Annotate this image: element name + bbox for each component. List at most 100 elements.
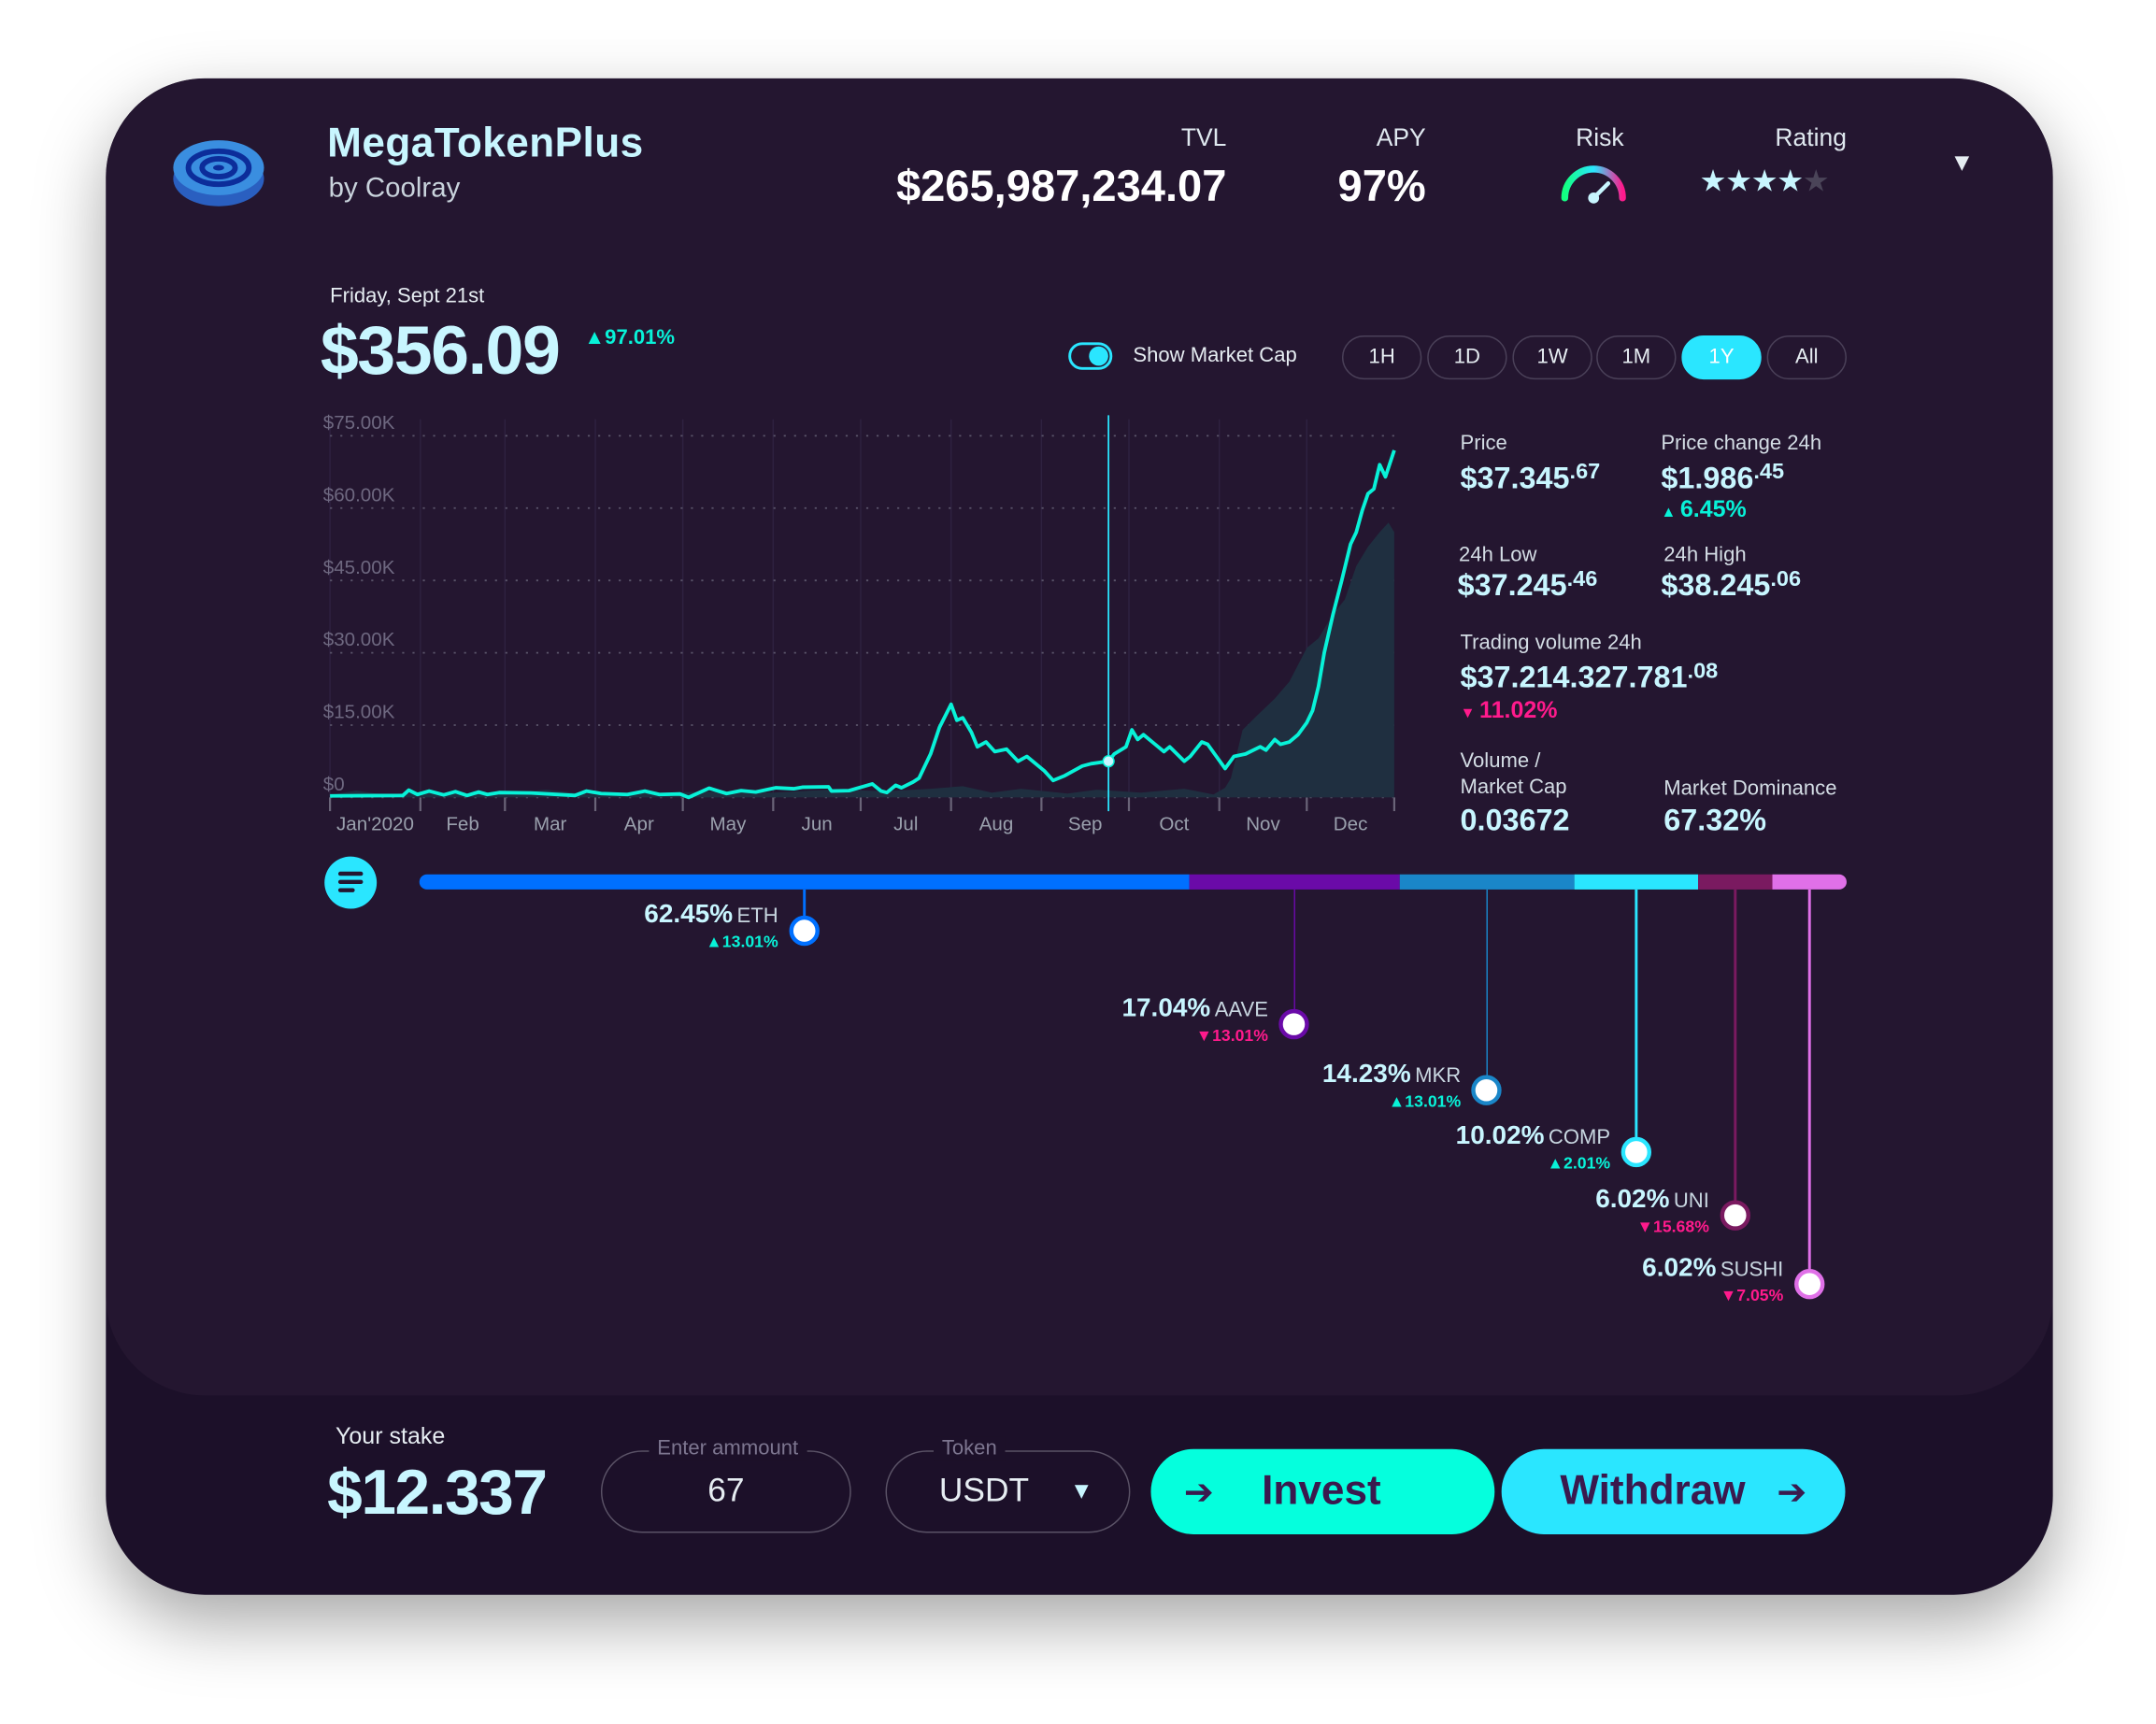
risk-gauge-icon: [1561, 165, 1626, 204]
stat-high-label: 24h High: [1663, 543, 1747, 567]
dominance-label-sushi: 6.02% SUSHI ▼7.05%: [1642, 1254, 1783, 1304]
stat-volume-label: Trading volume 24h: [1460, 631, 1642, 655]
token-select[interactable]: Token USDT ▼: [885, 1436, 1131, 1533]
x-tick-label: Oct: [1159, 814, 1189, 835]
pin-line: [1635, 889, 1638, 1139]
token-change: 7.05%: [1736, 1285, 1784, 1305]
arrow-right-icon: ➔: [1777, 1471, 1807, 1513]
token-symbol: SUSHI: [1720, 1258, 1784, 1282]
triangle-down-icon[interactable]: ▼: [1949, 148, 1975, 177]
timeframe-all[interactable]: All: [1766, 335, 1847, 380]
stat-change-value: $1.986.45: [1661, 460, 1785, 495]
arrow-down-icon: ▼: [1460, 705, 1480, 722]
token-symbol: MKR: [1415, 1063, 1462, 1088]
market-cap-area: [330, 522, 1394, 798]
stat-price-label: Price: [1460, 431, 1507, 456]
dominance-label-comp: 10.02% COMP ▲2.01%: [1456, 1122, 1610, 1173]
y-tick-label: $15.00K: [323, 702, 395, 723]
arrow-down-icon: ▼: [1720, 1285, 1737, 1305]
token-pct: 17.04%: [1121, 993, 1211, 1023]
token-value: USDT: [938, 1472, 1030, 1510]
stat-change-label: Price change 24h: [1661, 431, 1822, 456]
token-change: 15.68%: [1653, 1217, 1709, 1236]
dominance-segment-eth[interactable]: [419, 874, 1190, 890]
pin-marker-uni[interactable]: [1720, 1200, 1751, 1231]
toggle-knob: [1089, 346, 1108, 366]
rating-stars: ★★★★★: [1700, 164, 1830, 199]
apy-value: 97%: [1337, 161, 1426, 211]
token-pct: 62.45%: [644, 900, 734, 930]
token-pct: 6.02%: [1595, 1185, 1670, 1215]
withdraw-button[interactable]: Withdraw ➔: [1501, 1448, 1846, 1534]
apy-label: APY: [1376, 123, 1426, 151]
pin-marker-mkr[interactable]: [1471, 1075, 1503, 1105]
pin-line: [803, 889, 806, 918]
dominance-label-eth: 62.45% ETH ▲13.01%: [644, 901, 778, 951]
timeframe-1w[interactable]: 1W: [1512, 335, 1592, 380]
x-tick-label: Jan'2020: [336, 814, 414, 835]
stat-high-value: $38.245.06: [1661, 567, 1802, 603]
price-value: $356.09: [320, 311, 561, 390]
pin-marker-aave[interactable]: [1278, 1008, 1310, 1040]
x-tick-label: Apr: [624, 814, 654, 835]
app-name: MegaTokenPlus: [327, 121, 644, 167]
token-change: 13.01%: [1212, 1025, 1268, 1046]
pin-marker-comp[interactable]: [1621, 1136, 1652, 1168]
x-tick-label: Feb: [446, 814, 478, 835]
dominance-label-uni: 6.02% UNI ▼15.68%: [1595, 1185, 1709, 1235]
pin-line: [1292, 889, 1295, 1011]
amount-input[interactable]: Enter ammount 67: [600, 1436, 851, 1533]
y-tick-label: $0: [323, 774, 345, 795]
timeframe-1d[interactable]: 1D: [1427, 335, 1507, 380]
price-line: [330, 449, 1396, 800]
pin-line: [1808, 889, 1811, 1271]
token-symbol: ETH: [736, 905, 778, 929]
cursor-point: [1102, 755, 1115, 768]
rating-label: Rating: [1775, 123, 1847, 151]
amount-value[interactable]: 67: [707, 1472, 745, 1510]
dominance-segment-mkr[interactable]: [1399, 874, 1575, 890]
stat-low-label: 24h Low: [1459, 543, 1537, 567]
stat-dominance-label: Market Dominance: [1663, 777, 1837, 801]
dominance-segment-aave[interactable]: [1189, 874, 1400, 890]
dominance-label-aave: 17.04% AAVE ▼13.01%: [1121, 994, 1267, 1045]
price-chart: Jan'2020 Feb Mar Apr May Jun Jul Aug Sep Oct Nov De…: [323, 412, 1396, 835]
timeframe-1y[interactable]: 1Y: [1681, 335, 1762, 380]
token-pct: 14.23%: [1321, 1060, 1411, 1090]
chevron-down-icon: ▼: [1069, 1477, 1093, 1504]
x-tick-label: Nov: [1246, 814, 1280, 835]
risk-label: Risk: [1576, 123, 1624, 151]
arrow-up-icon: ▲: [584, 325, 606, 349]
stat-volume-value: $37.214.327.781.08: [1460, 660, 1719, 695]
stat-price-value: $37.345.67: [1460, 460, 1601, 495]
invest-button[interactable]: ➔ Invest: [1150, 1448, 1495, 1534]
dominance-segment-uni[interactable]: [1698, 874, 1773, 890]
tvl-value: $265,987,234.07: [895, 161, 1227, 211]
y-tick-label: $60.00K: [323, 484, 395, 506]
timeframe-1m[interactable]: 1M: [1596, 335, 1677, 380]
pin-line: [1486, 889, 1489, 1077]
token-pct: 6.02%: [1642, 1253, 1717, 1283]
stat-change-pct: ▲ 6.45%: [1661, 496, 1747, 523]
token-legend: Token: [934, 1436, 1006, 1461]
pin-marker-sushi[interactable]: [1794, 1269, 1825, 1300]
token-change: 2.01%: [1563, 1153, 1611, 1174]
y-tick-label: $30.00K: [323, 629, 395, 650]
price-change-value: 97.01%: [605, 325, 676, 349]
y-tick-label: $75.00K: [323, 412, 395, 434]
stat-vmc-label-2: Market Cap: [1460, 775, 1567, 799]
list-icon[interactable]: [324, 856, 378, 909]
stat-low-value: $37.245.46: [1457, 567, 1598, 603]
show-market-cap-toggle[interactable]: [1068, 342, 1113, 370]
x-tick-label: Aug: [979, 814, 1014, 835]
tvl-label: TVL: [1180, 123, 1227, 151]
star-empty-icon: ★: [1802, 164, 1830, 198]
stat-volume-pct: ▼ 11.02%: [1460, 696, 1558, 723]
overview-panel: [106, 78, 2053, 1396]
timeframe-1h[interactable]: 1H: [1341, 335, 1422, 380]
amount-legend: Enter ammount: [649, 1436, 807, 1461]
dominance-segment-comp[interactable]: [1574, 874, 1699, 890]
dominance-segment-sushi[interactable]: [1772, 874, 1847, 890]
show-market-cap-label: Show Market Cap: [1133, 343, 1297, 367]
pin-marker-eth[interactable]: [789, 915, 820, 947]
